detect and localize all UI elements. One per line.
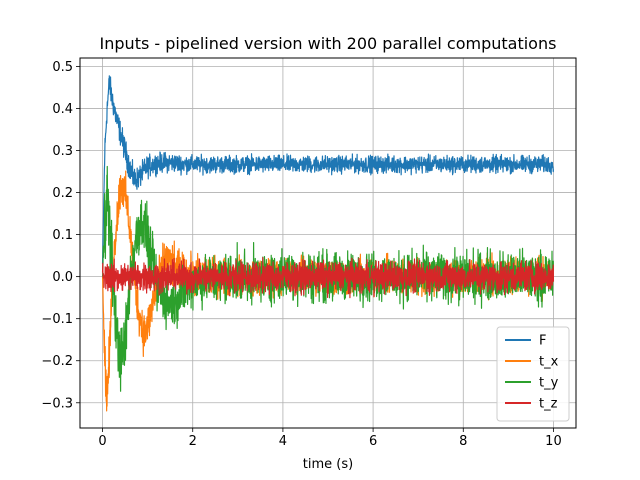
x-axis-label: time (s) [303,457,353,472]
legend: Ft_x t_y t_z [496,326,570,422]
y-tick-label: 0.3 [52,144,73,159]
y-tick-label: 0.1 [52,228,73,243]
y-tick-label: −0.3 [41,396,73,411]
y-tick-label: 0.4 [52,102,73,117]
x-tick-label: 0 [98,434,106,449]
y-tick-label: −0.1 [41,312,73,327]
grid [80,58,576,428]
x-axis: 0 2 4 6 8 10 [98,428,562,449]
legend-label: t_y [539,376,559,391]
series-line-F [101,75,555,265]
legend-label: t_x [539,355,559,370]
y-tick-label: −0.2 [41,354,73,369]
y-axis: −0.3 −0.2 −0.1 0.0 0.1 0.2 0.3 0.4 0.5 [41,60,80,411]
plot-frame [79,57,577,429]
legend-label: F [539,334,546,349]
y-tick-label: 0.2 [52,186,73,201]
chart-title: Inputs - pipelined version with 200 para… [100,34,557,53]
y-tick-label: 0.0 [52,270,73,285]
series-line-t-z [101,257,555,299]
legend-box [496,326,570,422]
x-tick-label: 6 [369,434,377,449]
x-tick-label: 10 [545,434,562,449]
x-tick-label: 8 [459,434,467,449]
series-layer [101,75,555,412]
y-tick-label: 0.5 [52,60,73,75]
x-tick-label: 2 [189,434,197,449]
x-tick-label: 4 [279,434,287,449]
legend-label: t_z [539,397,558,412]
